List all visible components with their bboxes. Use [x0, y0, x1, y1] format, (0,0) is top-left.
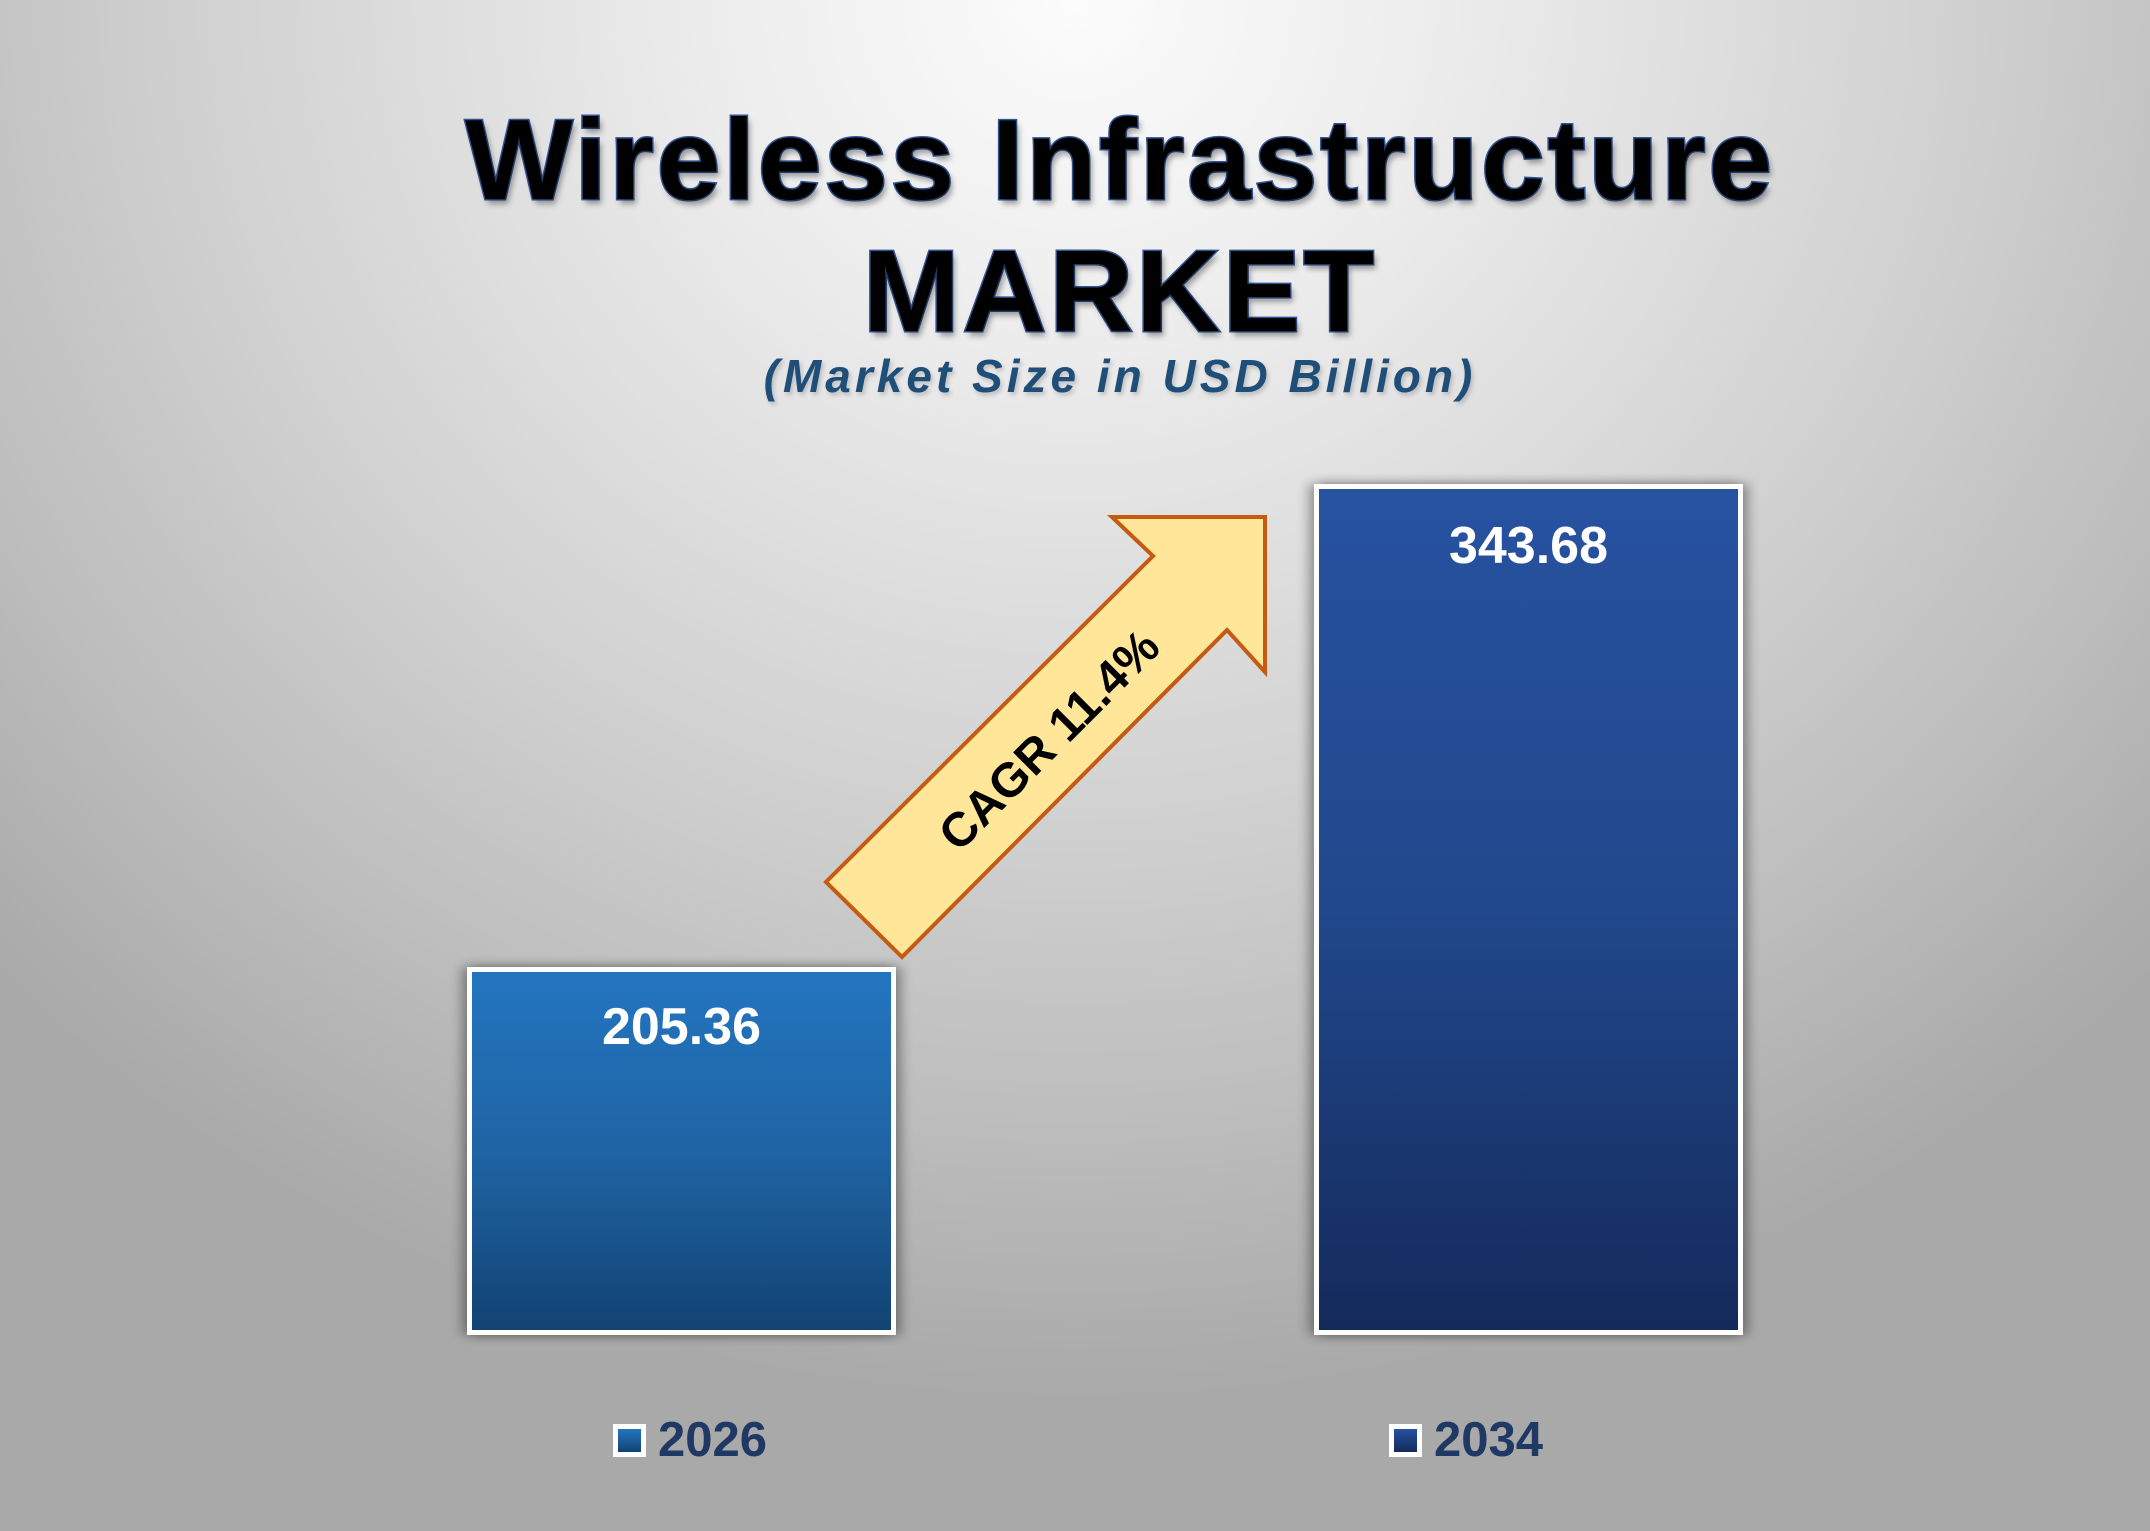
bar-2026: 205.36: [467, 967, 896, 1335]
legend-swatch-icon: [613, 1423, 646, 1457]
bar-value-label-2034: 343.68: [1448, 517, 1609, 575]
legend-label-2026: 2026: [658, 1413, 768, 1467]
chart-title-line2: MARKET: [861, 225, 1378, 358]
bar-2034: 343.68: [1314, 484, 1743, 1335]
legend-item-2034: 2034: [1389, 1413, 1544, 1467]
cagr-label: CAGR 11.4%: [929, 620, 1171, 862]
legend-swatch-icon: [1389, 1423, 1422, 1457]
chart-title-line1: Wireless Infrastructure: [464, 96, 1775, 226]
legend-label-2034: 2034: [1434, 1413, 1544, 1467]
bar-value-label-2026: 205.36: [601, 998, 762, 1056]
chart-subtitle: (Market Size in USD Billion): [763, 350, 1477, 402]
legend-item-2026: 2026: [613, 1413, 768, 1467]
